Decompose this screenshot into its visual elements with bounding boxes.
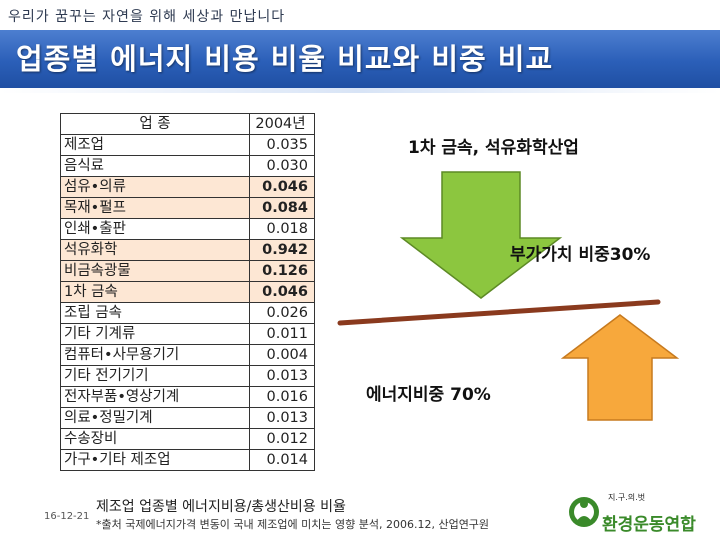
table-row: 제조업 0.035 bbox=[60, 134, 315, 156]
table-header-row: 업 종 2004년 bbox=[60, 113, 315, 135]
industry-value: 0.013 bbox=[249, 365, 315, 387]
table-row: 기타 전기기기 0.013 bbox=[60, 365, 315, 387]
table-row: 전자부품•영상기계 0.016 bbox=[60, 386, 315, 408]
tagline: 우리가 꿈꾸는 자연을 위해 세상과 만납니다 bbox=[8, 9, 286, 25]
energy-cost-table: 업 종 2004년 제조업 0.035 음식료 0.030 섬유•의류 0.046 목재•펄… bbox=[60, 113, 315, 471]
organization-logo: 지.구.의.벗 환경운동연합 bbox=[566, 488, 716, 536]
industry-name: 인쇄•출판 bbox=[60, 218, 250, 240]
industry-name: 목재•펄프 bbox=[60, 197, 250, 219]
industry-name: 수송장비 bbox=[60, 428, 250, 450]
industry-value: 0.084 bbox=[249, 197, 315, 219]
industry-value: 0.030 bbox=[249, 155, 315, 177]
industry-value: 0.013 bbox=[249, 407, 315, 429]
table-row: 기타 기계류 0.011 bbox=[60, 323, 315, 345]
table-row: 의료•정밀기계 0.013 bbox=[60, 407, 315, 429]
industry-label: 1차 금속, 석유화학산업 bbox=[408, 138, 579, 158]
table-row: 컴퓨터•사무용기기 0.004 bbox=[60, 344, 315, 366]
industry-value: 0.046 bbox=[249, 176, 315, 198]
industry-value: 0.018 bbox=[249, 218, 315, 240]
industry-name: 기타 전기기기 bbox=[60, 365, 250, 387]
source-note: *출처 국제에너지가격 변동이 국내 제조업에 미치는 영향 분석, 2006.… bbox=[96, 518, 490, 531]
table-row: 섬유•의류 0.046 bbox=[60, 176, 315, 198]
industry-name: 컴퓨터•사무용기기 bbox=[60, 344, 250, 366]
industry-value: 0.011 bbox=[249, 323, 315, 345]
industry-name: 의료•정밀기계 bbox=[60, 407, 250, 429]
table-row: 인쇄•출판 0.018 bbox=[60, 218, 315, 240]
table-row: 수송장비 0.012 bbox=[60, 428, 315, 450]
industry-value: 0.012 bbox=[249, 428, 315, 450]
balance-beam bbox=[337, 299, 661, 326]
table-row: 가구•기타 제조업 0.014 bbox=[60, 449, 315, 471]
table-caption: 제조업 업종별 에너지비용/총생산비용 비율 bbox=[96, 499, 346, 515]
industry-name: 섬유•의류 bbox=[60, 176, 250, 198]
industry-value: 0.942 bbox=[249, 239, 315, 261]
industry-value: 0.016 bbox=[249, 386, 315, 408]
table-row: 음식료 0.030 bbox=[60, 155, 315, 177]
table-row: 1차 금속 0.046 bbox=[60, 281, 315, 303]
value-added-label: 부가가치 비중30% bbox=[510, 245, 651, 265]
industry-name: 조립 금속 bbox=[60, 302, 250, 324]
industry-value: 0.014 bbox=[249, 449, 315, 471]
page-title: 업종별 에너지 비용 비율 비교와 비중 비교 bbox=[16, 42, 554, 76]
industry-value: 0.004 bbox=[249, 344, 315, 366]
industry-value: 0.126 bbox=[249, 260, 315, 282]
industry-name: 가구•기타 제조업 bbox=[60, 449, 250, 471]
slide-date: 16-12-21 bbox=[44, 511, 90, 522]
industry-name: 음식료 bbox=[60, 155, 250, 177]
title-bar: 업종별 에너지 비용 비율 비교와 비중 비교 bbox=[0, 30, 720, 88]
logo-small-text: 지.구.의.벗 bbox=[608, 493, 646, 502]
table-row: 석유화학 0.942 bbox=[60, 239, 315, 261]
industry-name: 비금속광물 bbox=[60, 260, 250, 282]
industry-value: 0.046 bbox=[249, 281, 315, 303]
industry-name: 석유화학 bbox=[60, 239, 250, 261]
industry-name: 1차 금속 bbox=[60, 281, 250, 303]
table-row: 목재•펄프 0.084 bbox=[60, 197, 315, 219]
column-header-industry: 업 종 bbox=[60, 113, 250, 135]
industry-name: 전자부품•영상기계 bbox=[60, 386, 250, 408]
column-header-year: 2004년 bbox=[249, 113, 315, 135]
down-arrow bbox=[399, 171, 563, 299]
table-row: 조립 금속 0.026 bbox=[60, 302, 315, 324]
logo-text: 환경운동연합 bbox=[602, 515, 696, 535]
title-underline bbox=[0, 88, 720, 93]
energy-share-label: 에너지비중 70% bbox=[366, 385, 491, 405]
industry-value: 0.026 bbox=[249, 302, 315, 324]
up-arrow bbox=[560, 314, 680, 421]
industry-name: 기타 기계류 bbox=[60, 323, 250, 345]
globe-person-icon bbox=[569, 497, 599, 527]
industry-name: 제조업 bbox=[60, 134, 250, 156]
industry-value: 0.035 bbox=[249, 134, 315, 156]
table-row: 비금속광물 0.126 bbox=[60, 260, 315, 282]
